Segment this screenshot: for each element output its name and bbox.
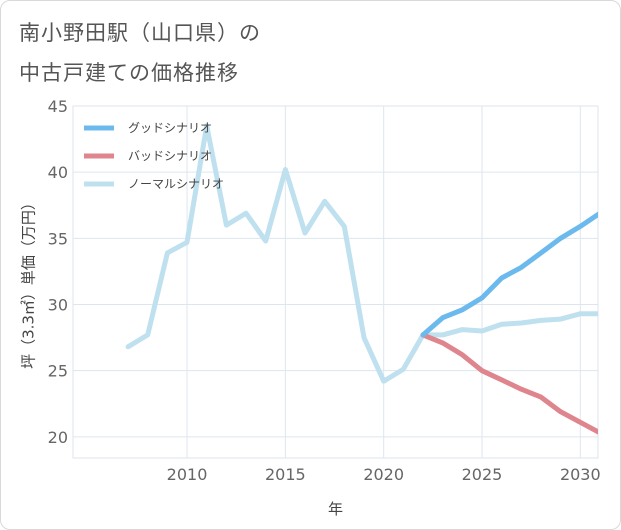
chart-title-line-2: 中古戸建ての価格推移: [19, 61, 239, 85]
x-tick-label: 2010: [167, 465, 208, 484]
x-axis-title: 年: [328, 500, 343, 518]
y-tick-label: 40: [48, 163, 68, 182]
x-tick-label: 2020: [363, 465, 404, 484]
series-lines: [125, 123, 598, 435]
y-tick-label: 30: [48, 295, 68, 314]
y-axis-title: 坪（3.3㎡）単価（万円）: [20, 195, 38, 369]
x-tick-label: 2030: [560, 465, 601, 484]
y-tick-label: 45: [48, 97, 68, 116]
series-line-normal: [125, 123, 598, 384]
series-line-bad: [420, 332, 598, 435]
series-line-good: [420, 211, 598, 338]
y-tick-label: 20: [48, 428, 68, 447]
x-tick-label: 2015: [265, 465, 306, 484]
chart-title-line-1: 南小野田駅（山口県）の: [19, 21, 261, 45]
legend-label-good: グッドシナリオ: [128, 121, 212, 135]
legend-label-normal: ノーマルシナリオ: [128, 177, 224, 191]
y-tick-label: 25: [48, 362, 68, 381]
legend-label-bad: バッドシナリオ: [128, 149, 212, 163]
y-tick-label: 35: [48, 229, 68, 248]
grid: [72, 105, 599, 459]
x-tick-label: 2025: [462, 465, 503, 484]
